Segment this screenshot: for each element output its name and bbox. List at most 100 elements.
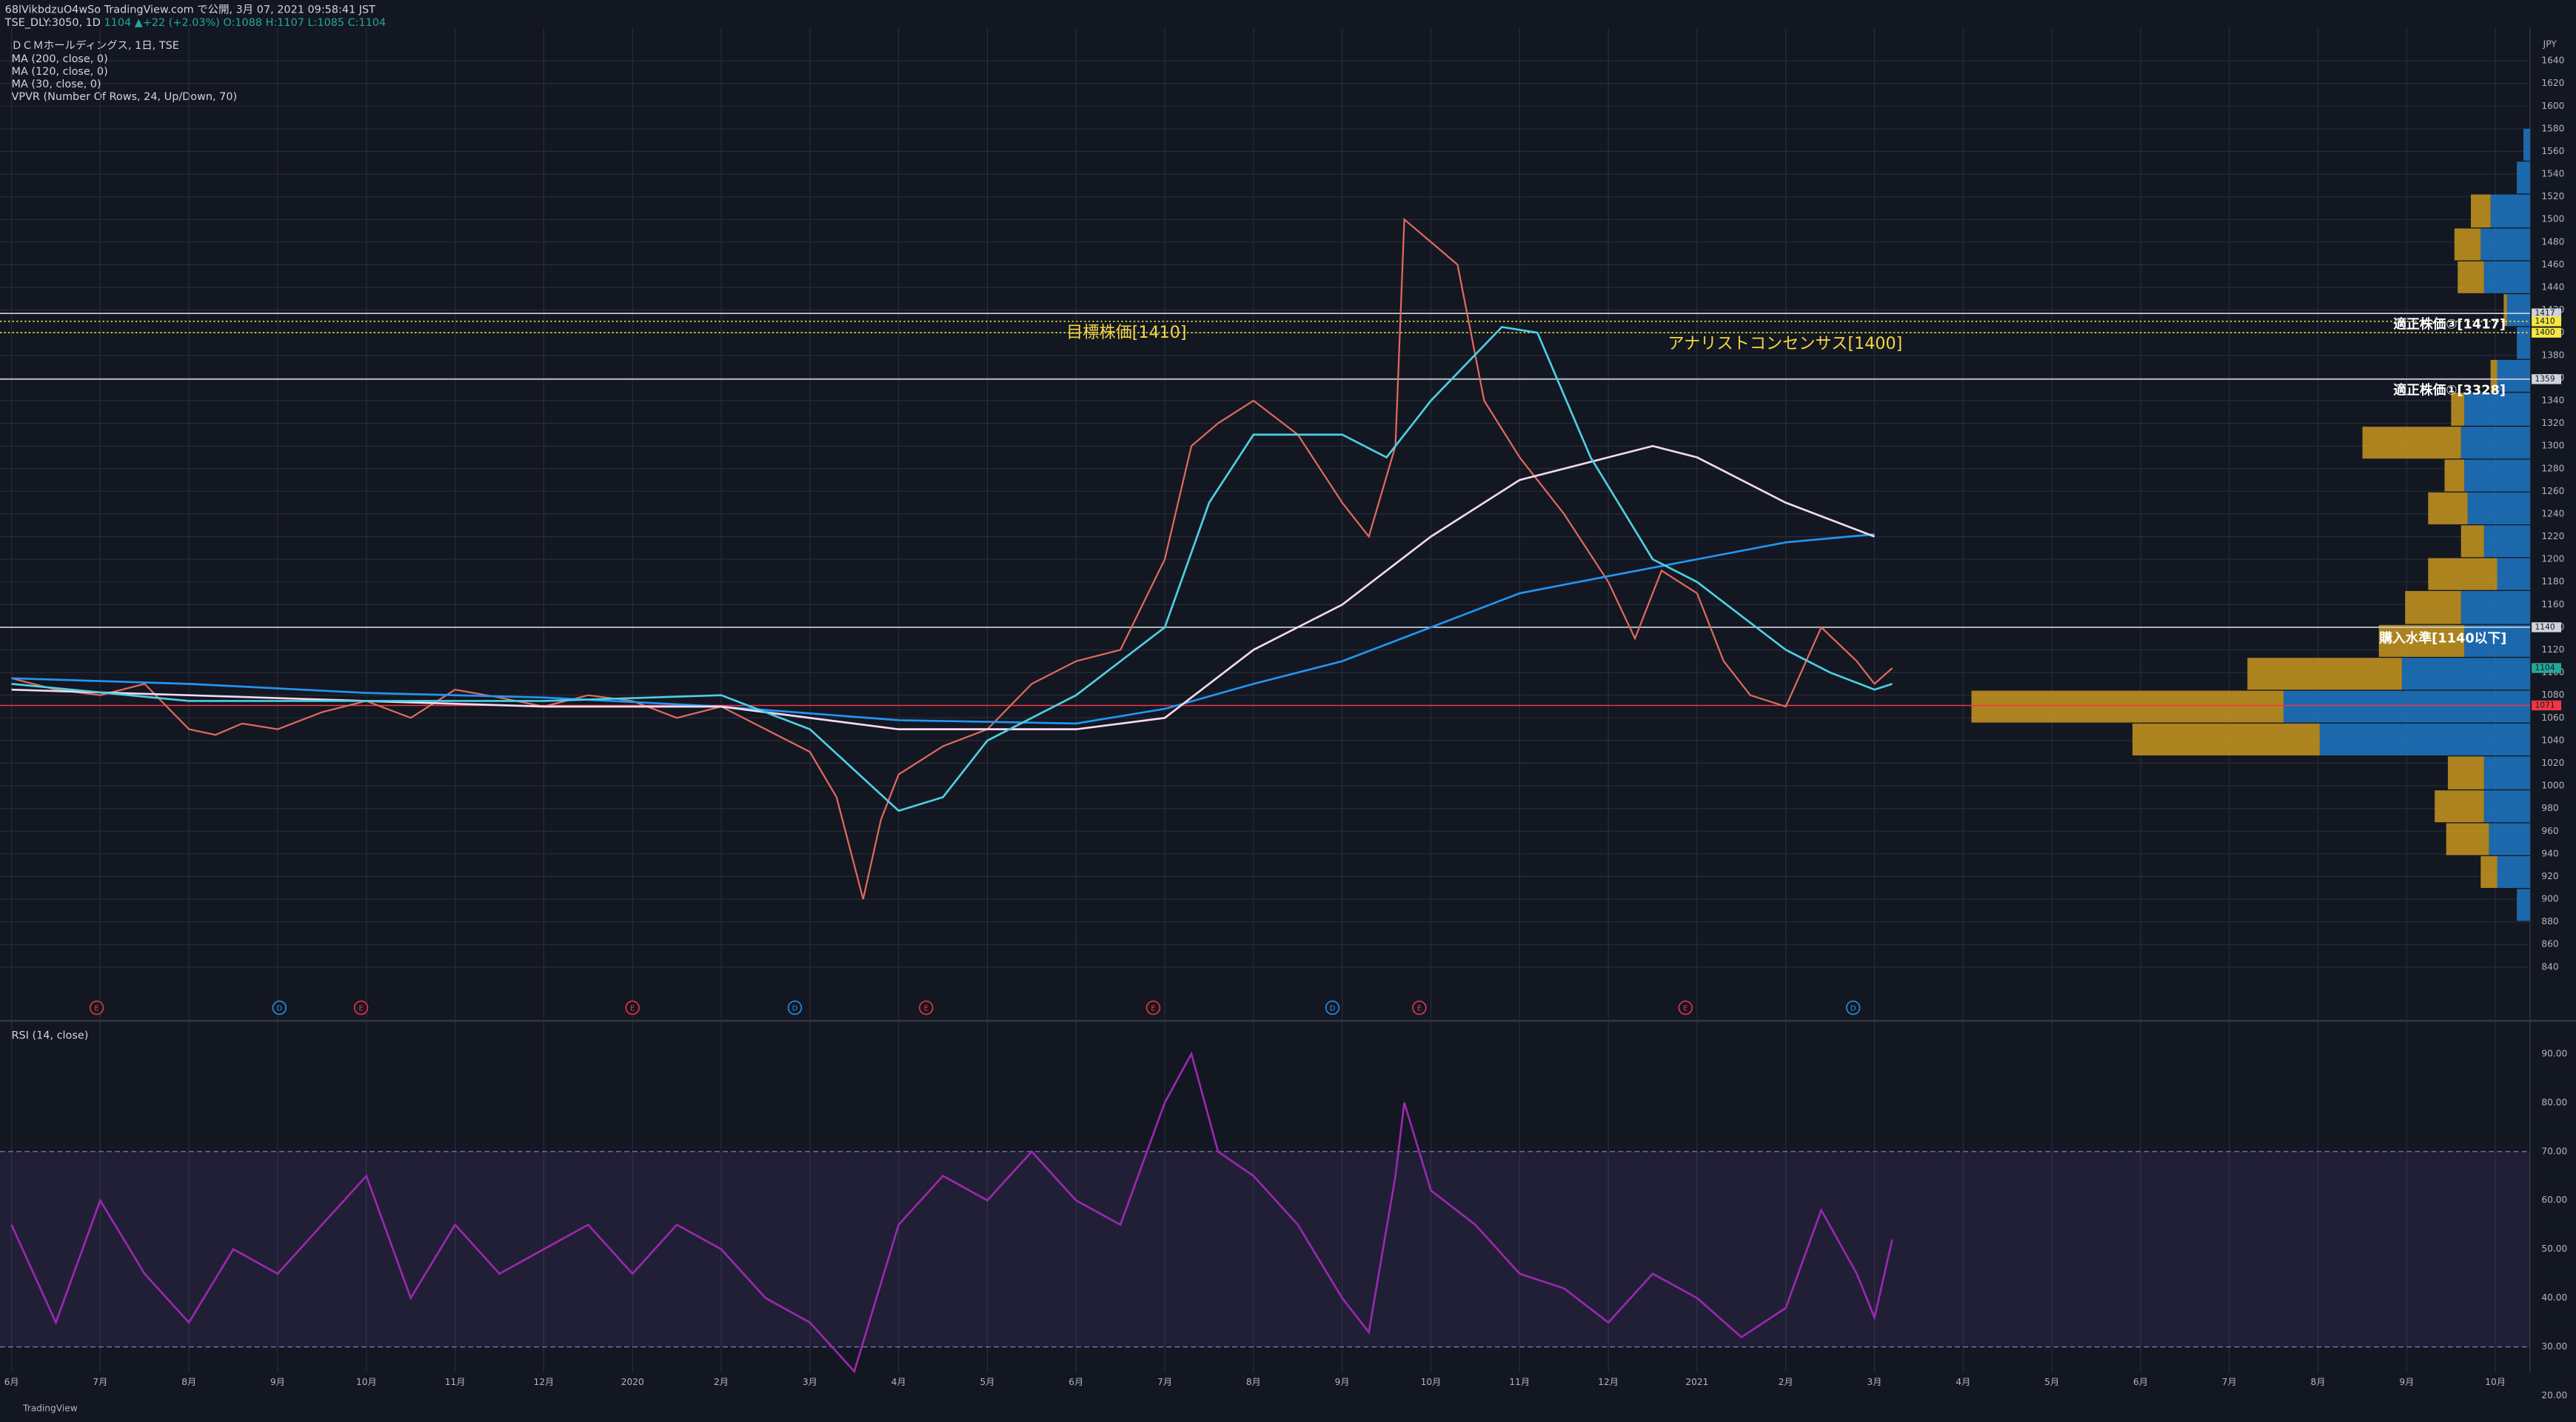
x-tick-label: 10月 — [1421, 1377, 1442, 1387]
event-marker — [919, 1000, 934, 1015]
series-line — [11, 326, 1893, 812]
profile-down — [2435, 790, 2484, 823]
annotation: アナリストコンセンサス[1400] — [1667, 334, 1902, 353]
ohlc: O:1088 H:1107 L:1085 C:1104 — [223, 17, 386, 29]
event-label: D — [1330, 1004, 1336, 1012]
profile-down — [2428, 492, 2468, 524]
x-tick-label: 6月 — [2133, 1377, 2148, 1387]
profile-up — [2497, 558, 2530, 590]
x-tick-label: 9月 — [1335, 1377, 1350, 1387]
profile-down — [1971, 690, 2284, 723]
y-tick-label: 1080 — [2541, 690, 2564, 700]
y-tick-label: 1440 — [2541, 282, 2564, 293]
profile-up — [2460, 427, 2530, 459]
y-tick-label: 940 — [2541, 848, 2558, 858]
x-tick-label: 8月 — [2311, 1377, 2326, 1387]
price-label-box — [2532, 622, 2562, 632]
x-tick-label: 7月 — [2222, 1377, 2237, 1387]
profile-up — [2319, 723, 2530, 755]
profile-down — [2503, 294, 2507, 327]
profile-down — [2480, 855, 2498, 888]
y-tick-label: 1560 — [2541, 146, 2564, 156]
y-tick-label: 1640 — [2541, 56, 2564, 66]
profile-down — [2490, 359, 2498, 392]
x-tick-label: 12月 — [534, 1377, 555, 1387]
profile-down — [2458, 261, 2484, 293]
profile-up — [2523, 128, 2530, 161]
profile-up — [2497, 855, 2530, 888]
legend-vpvr: VPVR (Number Of Rows, 24, Up/Down, 70) — [12, 91, 238, 103]
profile-up — [2464, 393, 2530, 426]
profile-up — [2517, 161, 2530, 194]
profile-up — [2401, 658, 2530, 690]
x-tick-label: 10月 — [2485, 1377, 2506, 1387]
annotation: 適正株価①[3328] — [2393, 381, 2506, 398]
profile-down — [2428, 558, 2498, 590]
annotation: 購入水準[1140以下] — [2379, 630, 2506, 646]
y-tick-label: 1280 — [2541, 463, 2564, 473]
profile-down — [2405, 590, 2461, 624]
series-line — [11, 533, 1875, 725]
profile-up — [2497, 359, 2530, 392]
event-label: E — [1417, 1004, 1422, 1012]
footer: TradingView — [22, 1403, 78, 1414]
profile-up — [2483, 756, 2530, 790]
x-tick-label: 7月 — [1157, 1377, 1172, 1387]
profile-up — [2467, 492, 2530, 524]
x-tick-label: 11月 — [1509, 1377, 1530, 1387]
price-label: 1417 — [2535, 308, 2555, 318]
x-tick-label: 8月 — [1246, 1377, 1261, 1387]
profile-up — [2483, 525, 2530, 558]
price-label: 1359 — [2535, 374, 2555, 384]
x-tick-label: 10月 — [356, 1377, 377, 1387]
x-tick-label: 5月 — [980, 1377, 994, 1387]
y-tick-label: 1020 — [2541, 758, 2564, 768]
profile-down — [2132, 723, 2320, 755]
event-marker — [1412, 1000, 1427, 1015]
y-tick-label: 1620 — [2541, 78, 2564, 88]
y-tick-label: 860 — [2541, 939, 2558, 949]
event-marker — [1145, 1000, 1161, 1015]
y-tick-label: 1580 — [2541, 123, 2564, 133]
y-tick-label: 1540 — [2541, 169, 2564, 179]
y-tick-label: 1240 — [2541, 508, 2564, 518]
x-tick-label: 12月 — [1598, 1377, 1619, 1387]
profile-down — [2444, 459, 2465, 492]
symbol-line: TSE_DLY:3050, 1D 1104 ▲+22 (+2.03%) O:10… — [4, 17, 387, 29]
symbol: TSE_DLY:3050, 1D — [4, 17, 101, 29]
x-tick-label: 4月 — [891, 1377, 906, 1387]
y-tick-label: 30.00 — [2541, 1341, 2567, 1352]
event-marker — [1325, 1000, 1340, 1015]
profile-up — [2483, 261, 2530, 293]
annotation: 適正株価③[1417] — [2393, 316, 2506, 333]
series-line — [10, 1051, 1893, 1374]
x-tick-label: 2021 — [1685, 1377, 1708, 1387]
y-tick-label: 840 — [2541, 961, 2558, 972]
event-label: D — [1850, 1004, 1856, 1012]
price-label: 1410 — [2535, 316, 2555, 326]
event-marker — [353, 1000, 369, 1015]
x-tick-label: 11月 — [445, 1377, 466, 1387]
price-label-box — [2532, 308, 2562, 318]
legend-entry: MA (200, close, 0) — [12, 53, 108, 65]
event-label: E — [1151, 1004, 1155, 1012]
series-line — [11, 218, 1893, 900]
profile-up — [2460, 590, 2530, 624]
profile-up — [2480, 228, 2530, 261]
y-tick-label: 1220 — [2541, 531, 2564, 541]
x-tick-label: 4月 — [1956, 1377, 1970, 1387]
x-tick-label: 5月 — [2044, 1377, 2059, 1387]
y-tick-label: 1200 — [2541, 554, 2564, 564]
profile-down — [2451, 393, 2465, 426]
y-tick-label: 1460 — [2541, 259, 2564, 270]
price-label-box — [2532, 374, 2562, 384]
event-marker — [787, 1000, 803, 1015]
x-tick-label: 2020 — [621, 1377, 644, 1387]
event-label: D — [792, 1004, 798, 1012]
annotation: 目標株価[1410] — [1066, 323, 1186, 342]
y-tick-label: 1380 — [2541, 350, 2564, 360]
y-tick-label: 60.00 — [2541, 1195, 2567, 1205]
price-label-box — [2532, 327, 2562, 338]
y-tick-label: 900 — [2541, 894, 2558, 904]
